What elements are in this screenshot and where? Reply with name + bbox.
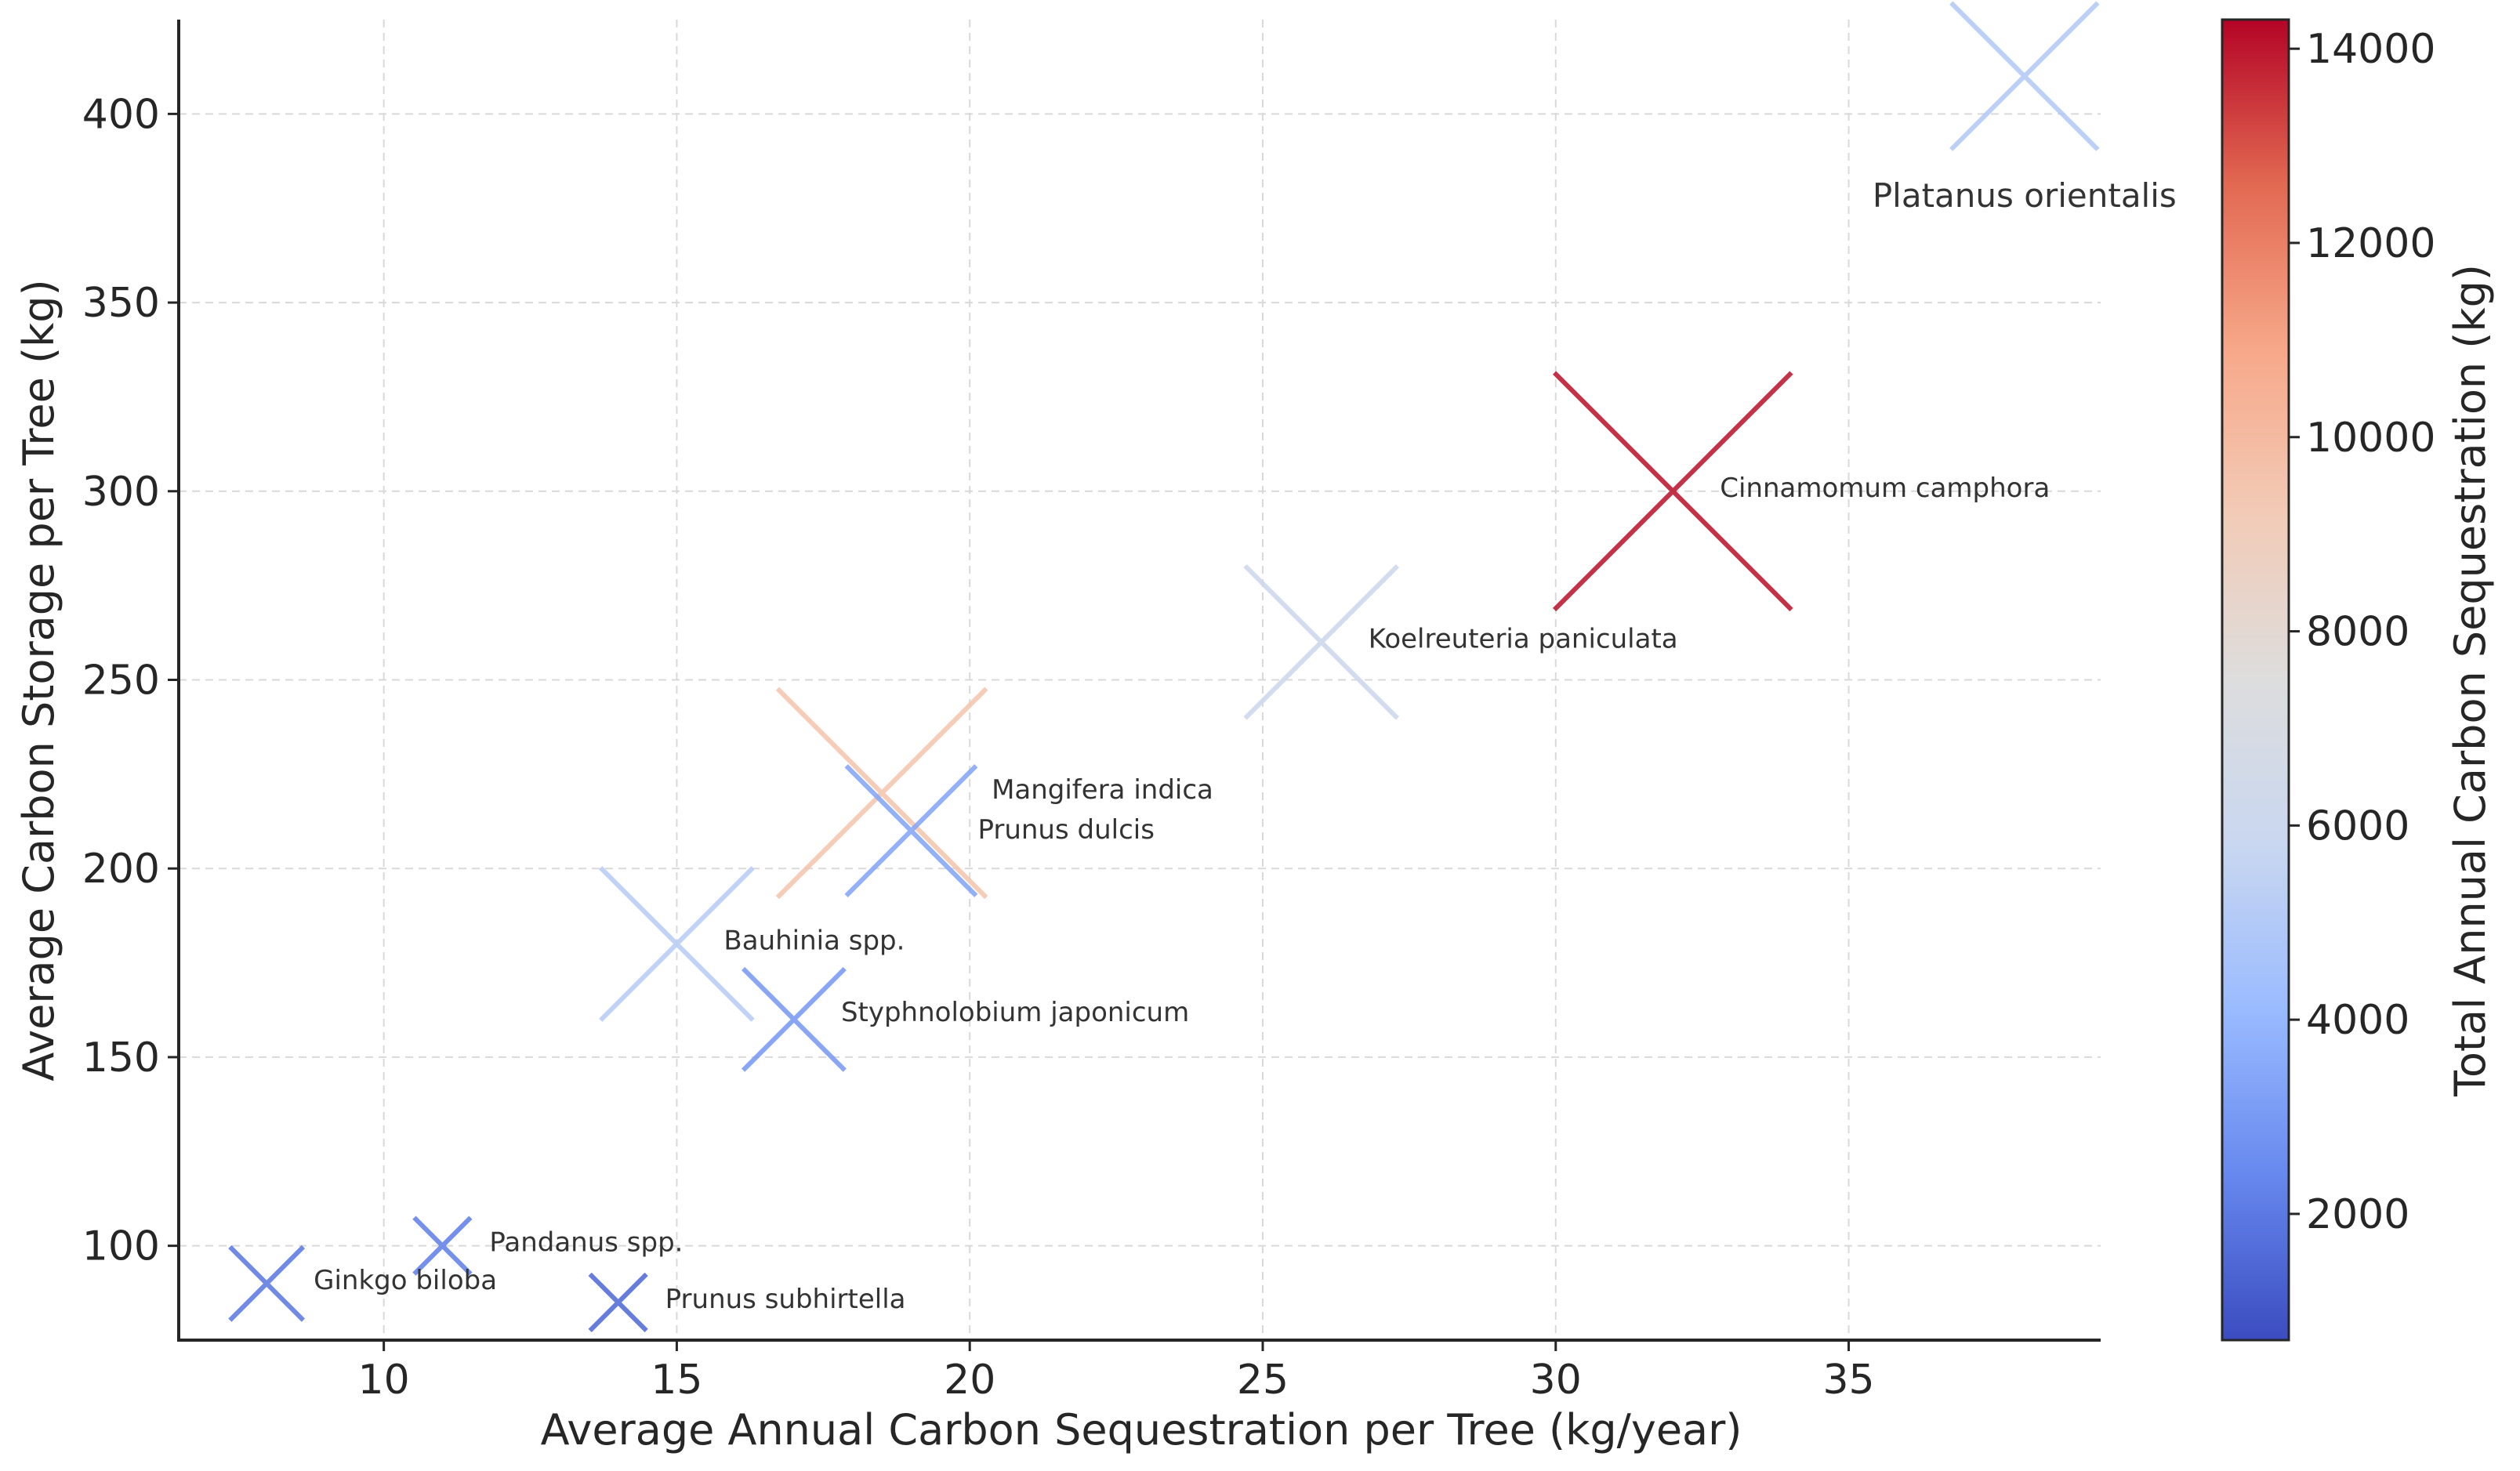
data-point-label: Pandanus spp.: [489, 1227, 683, 1259]
colorbar-tick-label: 8000: [2306, 609, 2409, 656]
x-tick-label: 10: [358, 1357, 410, 1404]
data-point-label: Ginkgo biloba: [314, 1265, 497, 1296]
data-point: [775, 687, 988, 900]
y-tick-label: 250: [82, 658, 160, 705]
data-point-stroke: [588, 1272, 648, 1332]
y-axis-label: Average Carbon Storage per Tree (kg): [14, 279, 63, 1081]
data-point-label: Prunus subhirtella: [665, 1284, 906, 1315]
y-tick-label: 400: [82, 91, 160, 138]
colorbar-tick-label: 2000: [2306, 1191, 2409, 1238]
x-tick-label: 20: [944, 1357, 995, 1404]
x-tick-label: 30: [1530, 1357, 1582, 1404]
data-point-stroke: [1243, 564, 1400, 720]
data-point-label: Platanus orientalis: [1873, 176, 2177, 215]
colorbar-label: Total Annual Carbon Sequestration (kg): [2446, 264, 2495, 1097]
data-point: [412, 1216, 473, 1276]
data-point-label: Bauhinia spp.: [723, 926, 905, 957]
x-tick-label: 35: [1822, 1357, 1874, 1404]
data-points: [228, 1, 2100, 1332]
data-point: [1243, 564, 1400, 720]
x-axis-label: Average Annual Carbon Sequestration per …: [541, 1405, 1742, 1455]
data-point-stroke: [228, 1245, 306, 1322]
data-point-stroke: [1552, 371, 1793, 612]
data-point: [1949, 1, 2100, 151]
x-tick-label: 25: [1237, 1357, 1289, 1404]
data-point-label: Koelreuteria paniculata: [1369, 623, 1678, 654]
y-tick-label: 150: [82, 1034, 160, 1082]
y-tick-label: 300: [82, 469, 160, 516]
data-point: [599, 866, 755, 1022]
data-point: [228, 1245, 306, 1322]
data-point-stroke: [599, 866, 755, 1022]
data-point-label: Styphnolobium japonicum: [841, 997, 1189, 1028]
data-point: [1552, 371, 1793, 612]
axes: 10 15 20 25 30 35 100 150 200 250 300 350 400: [82, 20, 2101, 1404]
colorbar-tick-label: 4000: [2306, 997, 2409, 1044]
y-tick-label: 350: [82, 280, 160, 327]
y-tick-label: 200: [82, 846, 160, 893]
data-point-label: Cinnamomum camphora: [1720, 473, 2050, 504]
colorbar-tick-label: 6000: [2306, 803, 2409, 850]
colorbar-tick-label: 14000: [2306, 26, 2435, 73]
x-tick-label: 15: [651, 1357, 702, 1404]
point-labels: Platanus orientalis Cinnamomum camphora Ko…: [314, 176, 2177, 1315]
colorbar-gradient: [2221, 18, 2290, 1342]
data-point-stroke: [741, 966, 847, 1072]
data-point: [844, 764, 978, 897]
y-tick-label: 100: [82, 1223, 160, 1270]
colorbar: 2000 4000 6000 8000 10000 12000 14000: [2221, 18, 2435, 1342]
axis-spines: [177, 20, 2101, 1342]
data-point-label: Mangifera indica: [992, 774, 1213, 806]
colorbar-tick-label: 12000: [2306, 220, 2435, 267]
data-point-label: Prunus dulcis: [977, 814, 1154, 846]
data-point: [741, 966, 847, 1072]
data-point-stroke: [844, 764, 978, 897]
data-point-stroke: [1949, 1, 2100, 151]
colorbar-tick-label: 10000: [2306, 415, 2435, 462]
data-point-stroke: [775, 687, 988, 900]
data-point: [588, 1272, 648, 1332]
grid-lines: [179, 20, 2101, 1340]
data-point-stroke: [412, 1216, 473, 1276]
